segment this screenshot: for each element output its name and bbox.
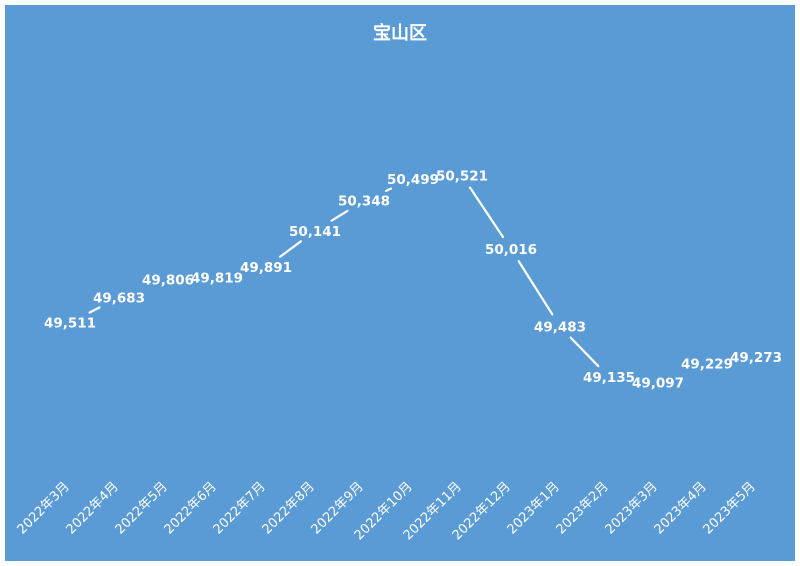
series-line-segment xyxy=(278,240,303,258)
series-line-segment xyxy=(384,187,393,192)
series-line-segment xyxy=(330,209,349,222)
series-line-segment xyxy=(517,260,554,316)
data-label: 49,683 xyxy=(93,290,145,306)
data-label: 49,806 xyxy=(142,273,194,289)
data-label: 49,229 xyxy=(681,357,733,373)
data-label: 50,016 xyxy=(485,242,537,258)
x-tick-label: 2023年5月 xyxy=(701,479,759,537)
series-line-segment xyxy=(88,306,101,314)
data-label: 49,097 xyxy=(632,376,684,392)
chart-area: 宝山区 49,511 49,683 49,806 49,819 49,891 50,141… xyxy=(5,5,795,561)
data-label: 49,273 xyxy=(730,350,782,366)
data-label: 49,511 xyxy=(44,315,96,331)
series-line-segment xyxy=(569,336,600,368)
data-label: 50,499 xyxy=(387,172,439,188)
data-label: 49,891 xyxy=(240,260,292,276)
chart-title: 宝山区 xyxy=(373,22,427,44)
data-label: 49,819 xyxy=(191,271,243,287)
data-label: 49,483 xyxy=(534,320,586,336)
series-line-segment xyxy=(468,186,505,239)
data-label: 50,348 xyxy=(338,194,390,210)
data-label: 49,135 xyxy=(583,370,635,386)
data-label: 50,521 xyxy=(436,169,488,185)
data-label: 50,141 xyxy=(289,224,341,240)
